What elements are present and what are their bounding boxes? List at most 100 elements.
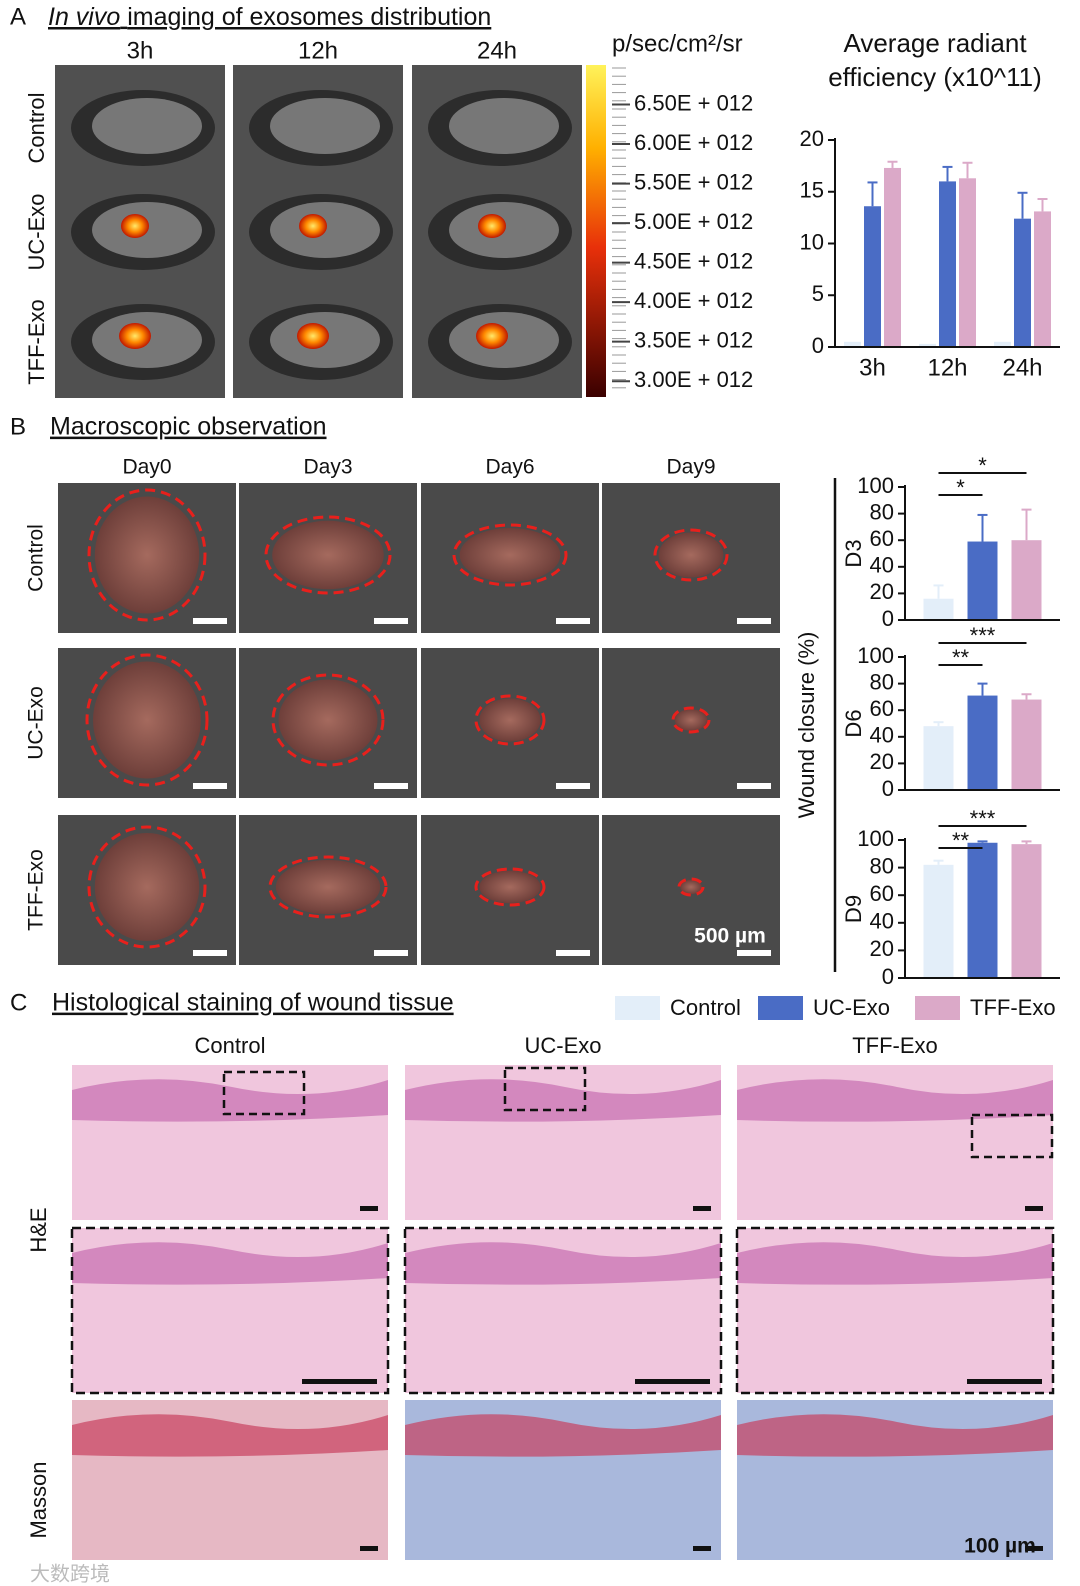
bar: [923, 864, 954, 978]
epidermis: [737, 1414, 1053, 1457]
scale-bar: [193, 950, 227, 956]
bar: [1011, 844, 1042, 978]
bar: [1014, 218, 1031, 347]
bar: [864, 206, 881, 347]
wound: [272, 520, 384, 590]
y-tick-label: 80: [870, 669, 894, 694]
bar: [994, 341, 1011, 347]
wound-outline: [271, 673, 385, 767]
bar: [884, 167, 901, 347]
signal: [121, 214, 149, 238]
bar: [1034, 211, 1051, 347]
scale-bar: [635, 1379, 710, 1384]
column-label: Day3: [303, 456, 352, 479]
epidermis: [405, 1414, 721, 1457]
scale-bar: [360, 1206, 378, 1211]
epidermis: [405, 1079, 721, 1122]
colorbar-unit: p/sec/cm²/sr: [612, 30, 743, 57]
title-rest: imaging of exosomes distribution: [127, 3, 491, 31]
error-bar: [1017, 191, 1028, 219]
row-label: TFF-Exo: [24, 299, 49, 385]
chart-title: Average radiant efficiency (x10^11): [828, 28, 1042, 92]
wound-outline: [87, 825, 207, 949]
panel-label: A: [10, 3, 26, 30]
mouse-back: [449, 98, 559, 154]
wound-outline: [677, 877, 705, 897]
signal: [299, 214, 327, 238]
bar: [1011, 540, 1042, 620]
error-bar: [962, 161, 973, 179]
y-tick-label: 100: [857, 643, 894, 668]
chart-title: D9: [841, 895, 866, 923]
bar: [844, 341, 861, 347]
y-tick-label: 15: [800, 178, 824, 203]
column-label: Day6: [485, 456, 534, 479]
wound: [459, 528, 561, 582]
y-tick-label: 20: [870, 936, 894, 961]
y-tick-label: 0: [812, 333, 824, 358]
title-italic: In vivo: [48, 3, 120, 31]
mouse-back: [92, 98, 202, 154]
signal: [297, 323, 329, 349]
significance-label: *: [956, 475, 965, 500]
y-tick-label: 100: [857, 473, 894, 498]
colorbar-tick-label: 6.00E + 012: [634, 130, 753, 155]
y-tick-label: 60: [870, 696, 894, 721]
epidermis: [737, 1242, 1053, 1285]
y-axis-label: Wound closure (%): [794, 632, 819, 819]
column-label: Day9: [666, 456, 715, 479]
error-bar: [942, 165, 953, 182]
epidermis: [72, 1242, 388, 1285]
significance-label: **: [952, 645, 970, 670]
wound-outline: [474, 694, 546, 746]
panel-label: C: [10, 989, 27, 1016]
row-label: TFF-Exo: [25, 849, 48, 931]
legend-label: TFF-Exo: [970, 995, 1056, 1020]
significance-label: *: [978, 453, 987, 478]
scale-bar: [374, 618, 408, 624]
wound-outline: [264, 515, 392, 595]
colorbar-tick-label: 3.50E + 012: [634, 327, 753, 352]
legend-swatch: [615, 996, 660, 1020]
scale-bar: [302, 1379, 377, 1384]
scale-bar: [693, 1546, 711, 1551]
y-tick-label: 60: [870, 526, 894, 551]
scale-bar: [193, 618, 227, 624]
chart-title: D3: [841, 539, 866, 567]
zoom-box: [222, 1070, 306, 1116]
scale-bar: [737, 783, 771, 789]
y-tick-label: 40: [870, 909, 894, 934]
significance-label: **: [952, 828, 970, 853]
y-tick-label: 60: [870, 881, 894, 906]
scale-bar: [360, 1546, 378, 1551]
bar: [919, 343, 936, 347]
bar: [923, 598, 954, 620]
significance-label: ***: [970, 806, 996, 831]
wound: [658, 532, 724, 578]
zoom-box: [970, 1113, 1054, 1159]
row-label: H&E: [26, 1207, 51, 1252]
epidermis: [737, 1079, 1053, 1122]
error-bar: [867, 181, 878, 207]
watermark: 大数跨境: [30, 1562, 110, 1585]
scale-bar-label: 500 µm: [694, 925, 766, 948]
y-tick-label: 5: [812, 281, 824, 306]
wound: [674, 709, 708, 731]
column-label: 12h: [298, 37, 338, 64]
wound: [94, 833, 200, 941]
wound-outline: [653, 528, 729, 582]
significance-label: ***: [970, 623, 996, 648]
column-label: Control: [195, 1033, 266, 1058]
row-label: UC-Exo: [25, 686, 48, 760]
error-bar: [977, 840, 988, 843]
wound-outline: [85, 653, 209, 787]
wound: [479, 870, 541, 904]
x-tick-label: 12h: [927, 354, 967, 381]
scale-bar: [556, 950, 590, 956]
wound: [278, 679, 378, 761]
bar: [967, 842, 998, 978]
legend-label: UC-Exo: [813, 995, 890, 1020]
signal: [119, 323, 151, 349]
y-tick-label: 20: [800, 126, 824, 151]
